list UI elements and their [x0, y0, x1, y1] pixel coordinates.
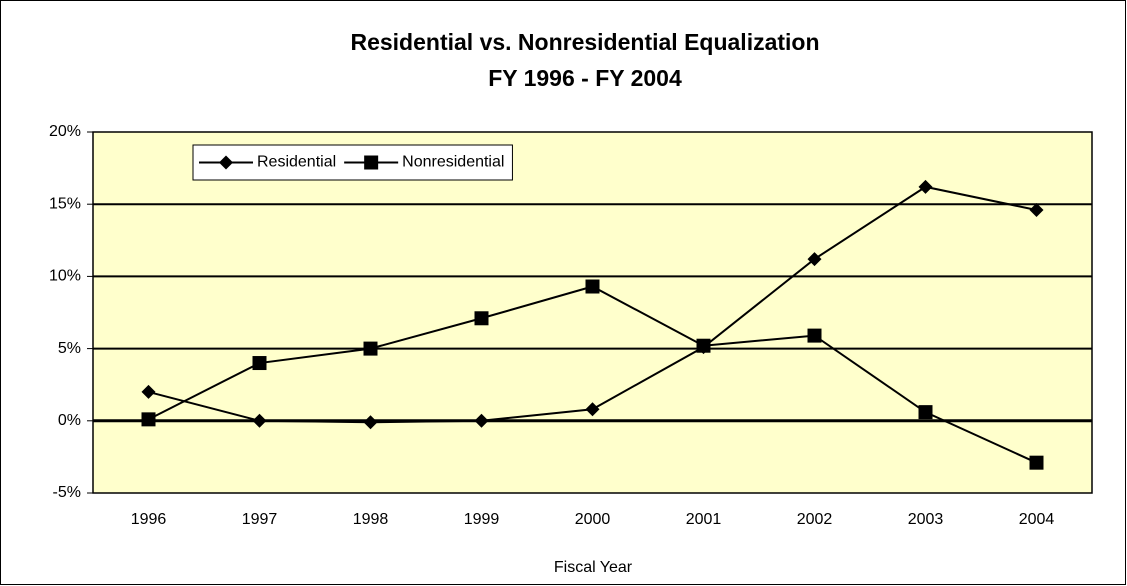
- x-axis-label: Fiscal Year: [554, 559, 633, 576]
- x-tick-label: 1997: [242, 511, 278, 528]
- data-point: [474, 311, 489, 326]
- chart-title: Residential vs. Nonresidential Equalizat…: [350, 29, 819, 55]
- legend-marker: [364, 155, 379, 170]
- legend: Residential Nonresidential: [192, 144, 513, 181]
- y-tick-label: 0%: [58, 412, 81, 429]
- legend-label: Residential: [257, 154, 336, 171]
- legend-marker: [219, 155, 233, 170]
- data-point: [1029, 202, 1044, 217]
- data-point: [918, 405, 933, 420]
- chart-subtitle: FY 1996 - FY 2004: [488, 65, 682, 91]
- y-tick-label: 15%: [49, 195, 81, 212]
- data-point: [252, 413, 267, 428]
- y-tick-label: 5%: [58, 340, 81, 357]
- plot-border: [92, 131, 1093, 494]
- data-point: [807, 252, 822, 267]
- data-point: [585, 402, 600, 417]
- x-tick-label: 1999: [464, 511, 500, 528]
- data-point: [1029, 455, 1044, 470]
- y-tick-label: 10%: [49, 268, 81, 285]
- x-tick-label: 2004: [1019, 511, 1055, 528]
- data-point: [252, 356, 267, 371]
- data-point: [363, 415, 378, 430]
- data-point: [474, 413, 489, 428]
- x-tick-label: 2002: [797, 511, 833, 528]
- x-tick-label: 2000: [575, 511, 611, 528]
- y-tick-label: -5%: [53, 484, 81, 501]
- data-point: [141, 384, 156, 399]
- data-point: [363, 341, 378, 356]
- x-tick-label: 2001: [686, 511, 722, 528]
- data-point: [807, 328, 822, 343]
- y-tick-label: 20%: [49, 123, 81, 140]
- data-point: [585, 279, 600, 294]
- x-tick-label: 1996: [131, 511, 167, 528]
- plot-area: [93, 132, 1092, 493]
- data-point: [696, 338, 711, 353]
- legend-label: Nonresidential: [402, 154, 504, 171]
- x-tick-label: 1998: [353, 511, 389, 528]
- data-point: [141, 412, 156, 427]
- data-point: [918, 179, 933, 194]
- x-tick-label: 2003: [908, 511, 944, 528]
